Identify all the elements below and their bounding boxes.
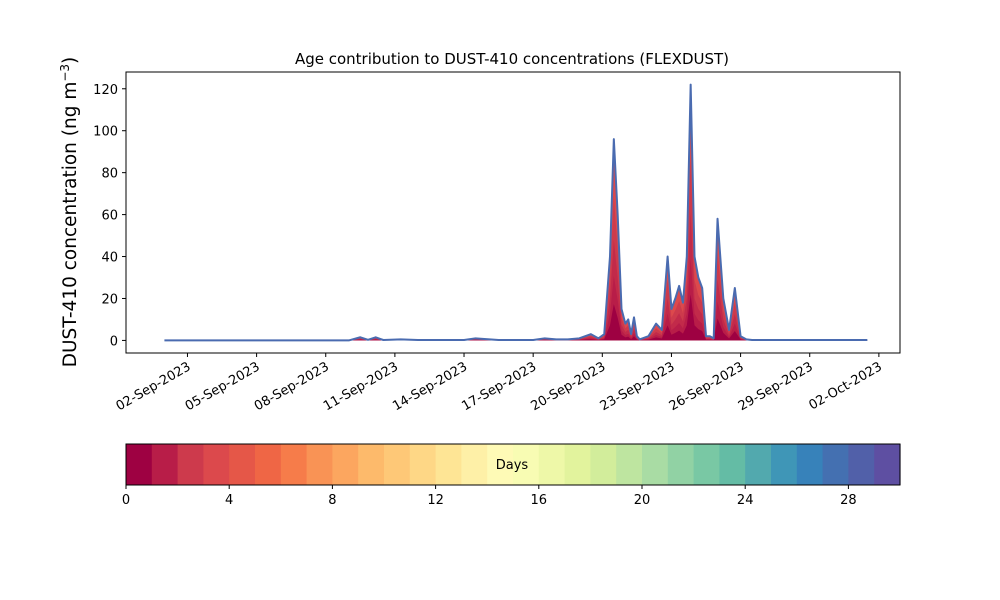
colorbar-tick-label: 8 xyxy=(328,493,336,508)
colorbar-tick-label: 4 xyxy=(225,493,233,508)
colorbar-cell xyxy=(745,444,772,485)
plot-frame xyxy=(125,71,901,354)
colorbar-cell xyxy=(126,444,153,485)
colorbar-cell xyxy=(487,444,514,485)
colorbar-cell xyxy=(306,444,333,485)
colorbar-cell xyxy=(667,444,695,485)
y-tick-label: 100 xyxy=(93,125,118,140)
y-tick-label: 40 xyxy=(101,251,118,266)
colorbar-cell xyxy=(332,444,359,485)
colorbar-cell xyxy=(358,444,385,485)
colorbar-cell xyxy=(564,444,591,485)
colorbar-cell xyxy=(177,444,204,485)
colorbar-tick-label: 20 xyxy=(634,493,651,508)
series-layer xyxy=(164,83,868,342)
y-axis-ticks: 0 20 40 60 80 100 120 xyxy=(93,83,126,349)
colorbar-tick-label: 12 xyxy=(427,493,444,508)
y-axis-label: DUST-410 concentration (ng m−3) xyxy=(58,57,81,368)
y-tick-label: 80 xyxy=(101,167,118,182)
colorbar-cell xyxy=(203,444,230,485)
colorbar-tick-label: 24 xyxy=(737,493,754,508)
y-tick-label: 0 xyxy=(110,334,118,349)
colorbar: Days 0 4 8 12 16 20 24 28 xyxy=(122,443,901,508)
colorbar-cell xyxy=(874,444,901,485)
colorbar-cell xyxy=(151,444,179,485)
colorbar-tick-label: 28 xyxy=(840,493,857,508)
plot-area xyxy=(125,71,901,354)
colorbar-cells xyxy=(126,444,901,485)
colorbar-cell xyxy=(590,444,617,485)
colorbar-label: Days xyxy=(496,458,529,473)
y-axis-label-main: DUST-410 concentration (ng m xyxy=(60,82,81,368)
colorbar-cell xyxy=(409,444,437,485)
y-axis-label-superscript: −3 xyxy=(58,64,72,82)
colorbar-cell xyxy=(822,444,849,485)
y-tick-label: 20 xyxy=(101,292,118,307)
colorbar-cell xyxy=(616,444,643,485)
colorbar-cell xyxy=(435,444,462,485)
colorbar-frame xyxy=(125,443,901,486)
colorbar-cell xyxy=(280,444,308,485)
colorbar-cell xyxy=(384,444,411,485)
colorbar-tick-label: 16 xyxy=(531,493,548,508)
y-axis-label-close: ) xyxy=(60,57,81,64)
colorbar-tick-label: 0 xyxy=(122,493,130,508)
age-band-area xyxy=(164,294,868,341)
colorbar-cell xyxy=(642,444,669,485)
colorbar-cell xyxy=(848,444,875,485)
colorbar-cell xyxy=(461,444,488,485)
colorbar-ticks: 0 4 8 12 16 20 24 28 xyxy=(122,485,857,508)
colorbar-cell xyxy=(513,444,540,485)
colorbar-cell xyxy=(771,444,798,485)
chart-title: Age contribution to DUST-410 concentrati… xyxy=(295,50,729,68)
total-concentration-line xyxy=(164,83,868,342)
colorbar-cell xyxy=(255,444,282,485)
colorbar-cell xyxy=(229,444,256,485)
colorbar-cell xyxy=(796,444,824,485)
colorbar-cell xyxy=(538,444,566,485)
colorbar-cell xyxy=(719,444,746,485)
colorbar-cell xyxy=(693,444,720,485)
y-tick-label: 60 xyxy=(101,209,118,224)
y-tick-label: 120 xyxy=(93,83,118,98)
